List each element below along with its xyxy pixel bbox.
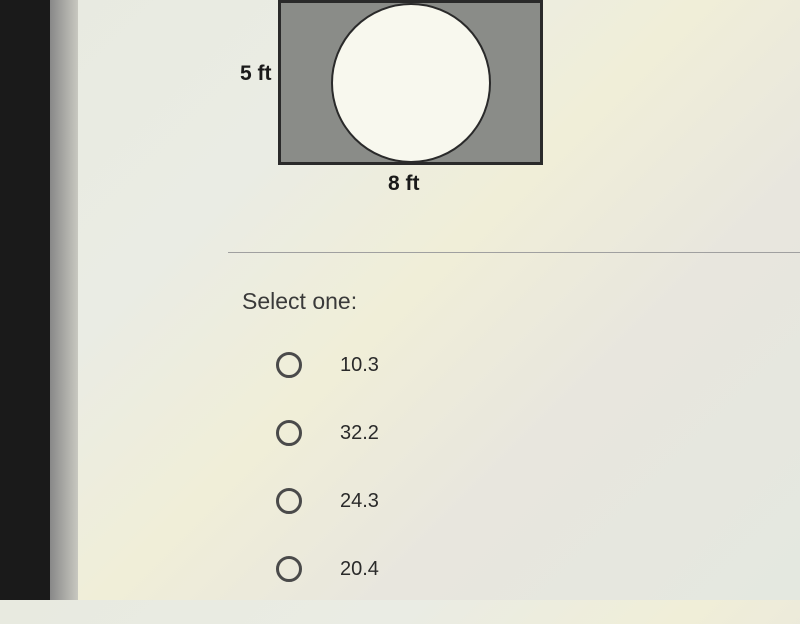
radio-icon[interactable]: [276, 488, 302, 514]
option-row[interactable]: 20.4: [276, 556, 379, 582]
option-label: 20.4: [340, 558, 379, 581]
figure-rectangle: [278, 0, 543, 165]
section-divider: [228, 252, 800, 253]
question-content: 5 ft 8 ft Select one: 10.3 32.2 24.3 20.…: [78, 0, 800, 600]
radio-icon[interactable]: [276, 420, 302, 446]
option-label: 32.2: [340, 422, 379, 445]
screen-left-bezel: [0, 0, 50, 600]
answer-options: 10.3 32.2 24.3 20.4: [276, 352, 379, 624]
radio-icon[interactable]: [276, 352, 302, 378]
option-row[interactable]: 32.2: [276, 420, 379, 446]
figure-height-label: 5 ft: [240, 62, 272, 86]
screen-left-gradient: [50, 0, 78, 600]
question-prompt: Select one:: [242, 288, 357, 315]
figure-width-label: 8 ft: [388, 172, 420, 196]
option-row[interactable]: 10.3: [276, 352, 379, 378]
option-row[interactable]: 24.3: [276, 488, 379, 514]
radio-icon[interactable]: [276, 556, 302, 582]
option-label: 24.3: [340, 490, 379, 513]
figure-inscribed-circle: [331, 3, 491, 163]
option-label: 10.3: [340, 354, 379, 377]
